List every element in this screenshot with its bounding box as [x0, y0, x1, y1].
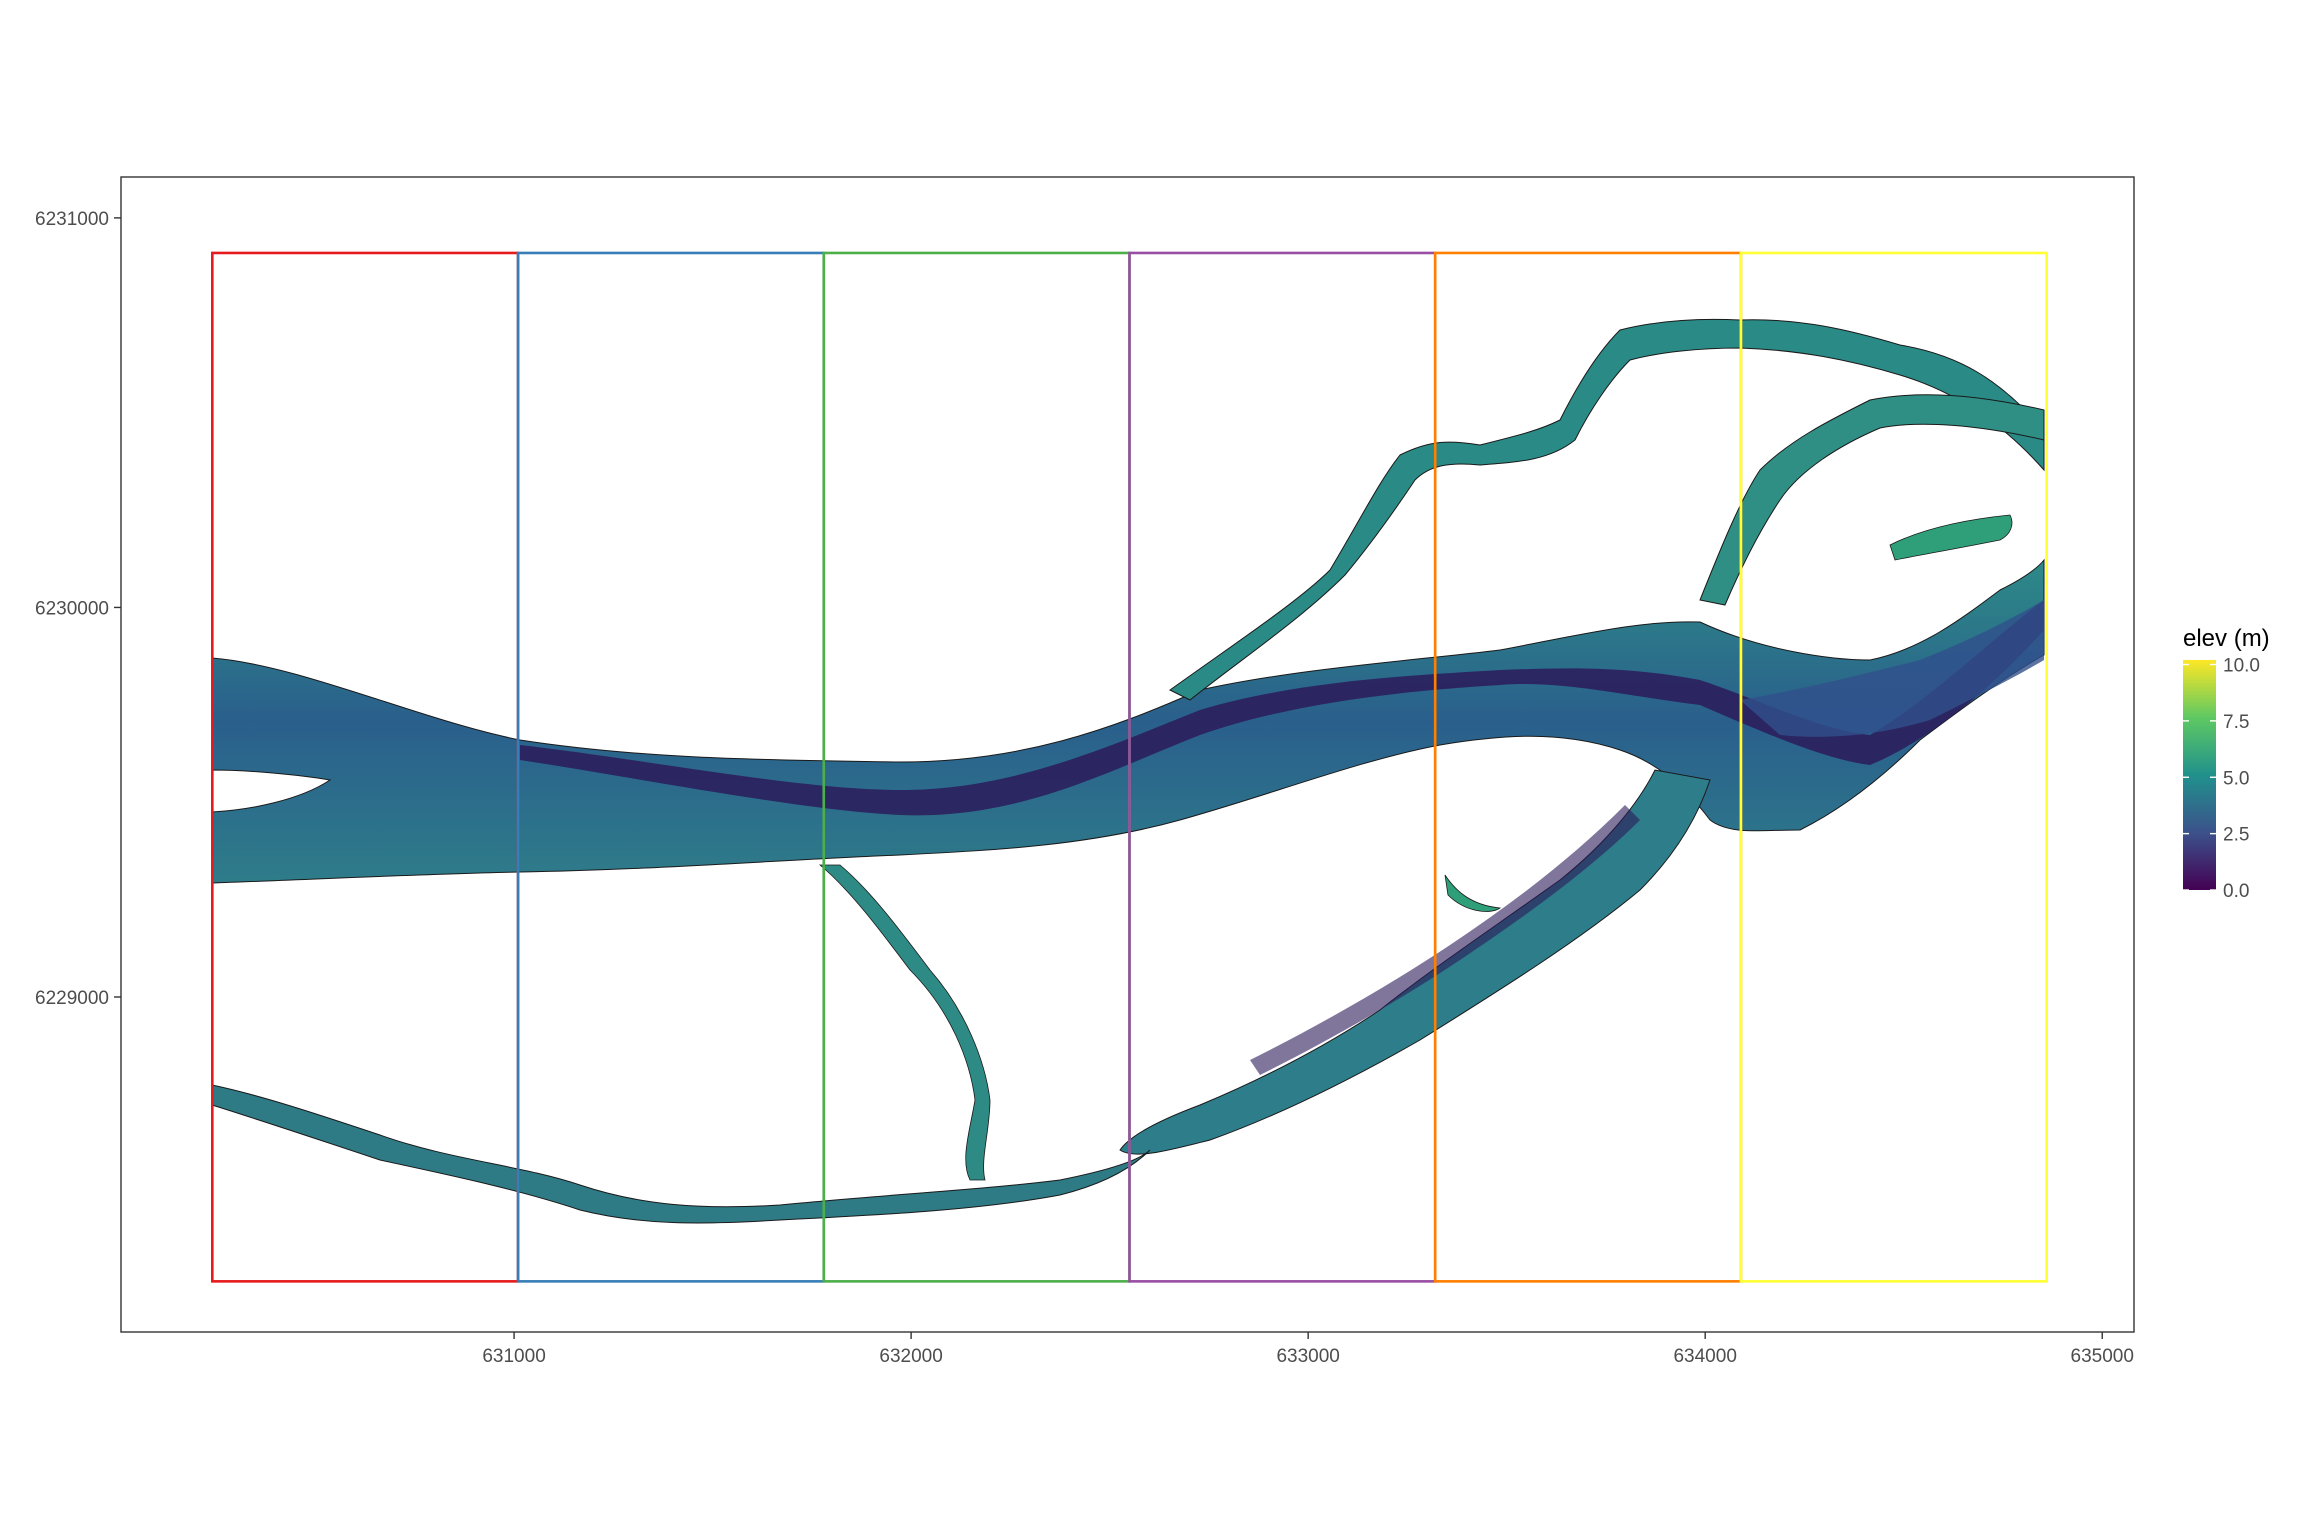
x-tick-label: 632000	[879, 1346, 942, 1367]
bottom-channel	[211, 1084, 1151, 1224]
thalweg	[520, 600, 2044, 816]
x-tick-label: 635000	[2071, 1346, 2134, 1367]
legend-label: 2.5	[2223, 825, 2249, 846]
y-tick-label: 6229000	[35, 988, 109, 1009]
legend-colorbar	[2183, 660, 2216, 890]
x-tick-label: 631000	[482, 1346, 545, 1367]
legend-label: 10.0	[2223, 656, 2260, 677]
legend: elev (m) 10.0 7.5 5.0 2.5 0.0	[2183, 625, 2270, 902]
x-axis: 631000 632000 633000 634000 635000	[482, 1332, 2134, 1367]
river-raster	[211, 318, 2045, 1224]
x-tick-label: 634000	[1673, 1346, 1736, 1367]
ne-channel	[1699, 394, 2045, 606]
south-thalweg	[1250, 805, 1640, 1075]
y-tick-label: 6231000	[35, 209, 109, 230]
y-axis: 6229000 6230000 6231000	[35, 209, 121, 1009]
legend-ticks: 10.0 7.5 5.0 2.5 0.0	[2183, 656, 2260, 902]
spur-channel	[1444, 874, 1502, 912]
connector-channel	[818, 864, 991, 1181]
east-channel	[1740, 600, 2044, 737]
x-tick-label: 633000	[1276, 1346, 1339, 1367]
legend-label: 7.5	[2223, 712, 2249, 733]
left-island	[211, 769, 332, 813]
legend-label: 0.0	[2223, 881, 2249, 902]
ne-island	[1889, 514, 2013, 561]
tile-grid	[211, 251, 2048, 1283]
legend-title: elev (m)	[2183, 625, 2270, 652]
legend-label: 5.0	[2223, 768, 2249, 789]
y-tick-label: 6230000	[35, 598, 109, 619]
tile-6	[1739, 251, 2048, 1283]
